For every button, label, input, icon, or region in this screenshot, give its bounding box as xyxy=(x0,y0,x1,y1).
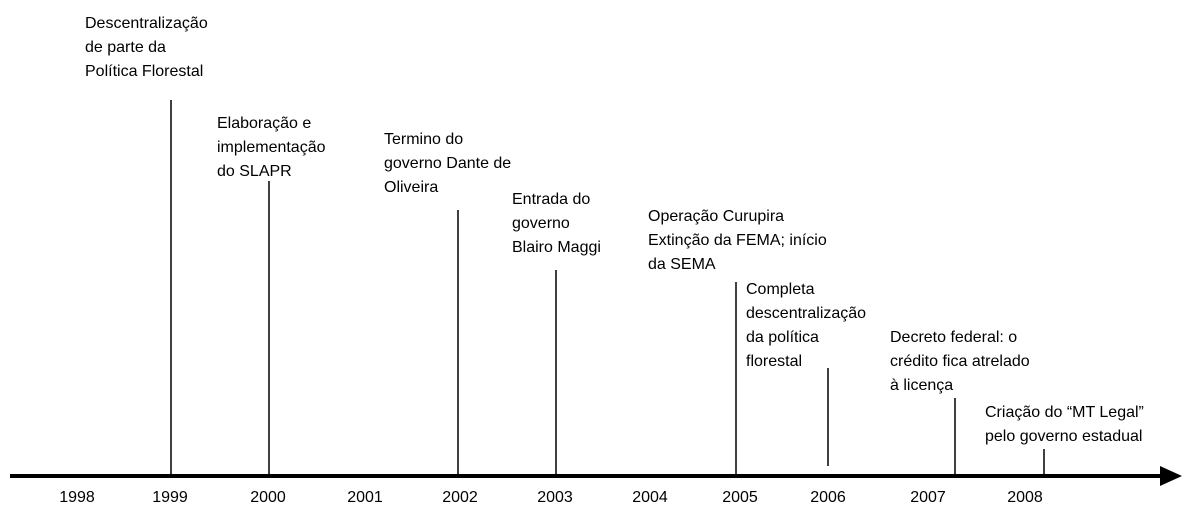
event-text: Completa xyxy=(746,281,815,298)
event-text: Política Florestal xyxy=(85,63,203,80)
year-label: 2001 xyxy=(347,489,383,506)
year-label: 2004 xyxy=(632,489,668,506)
event-text: Entrada do xyxy=(512,191,590,208)
event-text: à licença xyxy=(890,377,953,394)
event-text: Criação do “MT Legal” xyxy=(985,404,1144,421)
year-label: 2006 xyxy=(810,489,846,506)
year-label: 1999 xyxy=(152,489,188,506)
axis-arrow xyxy=(1160,466,1182,486)
year-label: 2002 xyxy=(442,489,478,506)
year-label: 2000 xyxy=(250,489,286,506)
event-text: Decreto federal: o xyxy=(890,329,1017,346)
event-text: descentralização xyxy=(746,305,866,322)
event-text: Oliveira xyxy=(384,179,438,196)
event-text: de parte da xyxy=(85,39,166,56)
event-text: Blairo Maggi xyxy=(512,239,601,256)
event-text: Descentralização xyxy=(85,15,208,32)
year-label: 2003 xyxy=(537,489,573,506)
year-label: 1998 xyxy=(59,489,95,506)
event-text: governo xyxy=(512,215,570,232)
event-text: Elaboração e xyxy=(217,115,311,132)
year-label: 2007 xyxy=(910,489,946,506)
event-text: governo Dante de xyxy=(384,155,511,172)
year-label: 2008 xyxy=(1007,489,1043,506)
event-text: Termino do xyxy=(384,131,463,148)
event-text: florestal xyxy=(746,353,802,370)
event-text: crédito fica atrelado xyxy=(890,353,1030,370)
event-text: do SLAPR xyxy=(217,163,292,180)
year-label: 2005 xyxy=(722,489,758,506)
event-text: da política xyxy=(746,329,819,346)
event-text: Extinção da FEMA; início xyxy=(648,232,827,249)
event-text: implementação xyxy=(217,139,326,156)
event-text: pelo governo estadual xyxy=(985,428,1142,445)
event-text: Operação Curupira xyxy=(648,208,784,225)
event-text: da SEMA xyxy=(648,256,716,273)
